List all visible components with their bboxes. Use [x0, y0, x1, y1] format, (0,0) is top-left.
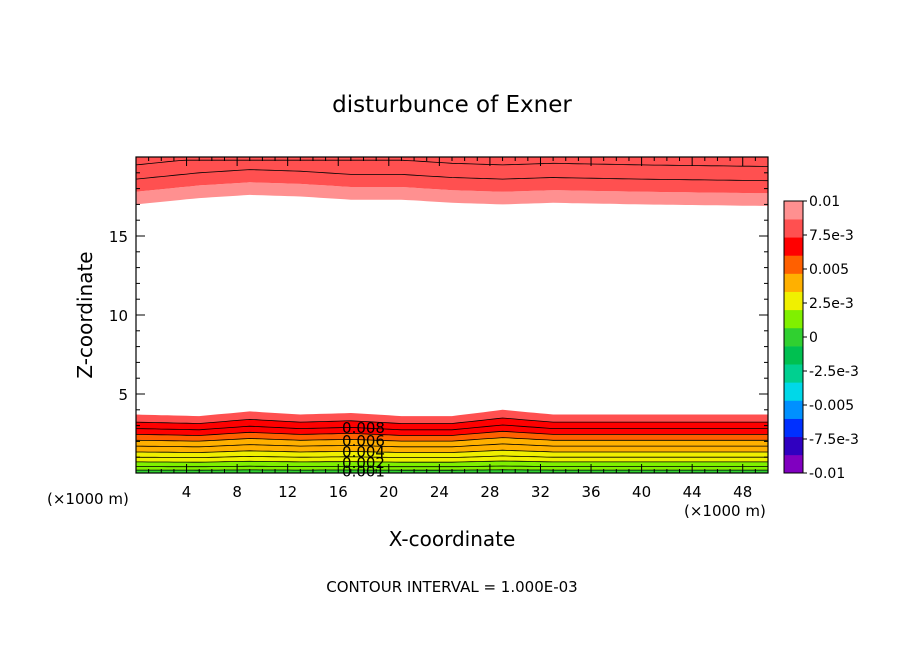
- color-scale-label: 0.01: [809, 194, 840, 210]
- color-scale-swatch: [784, 418, 803, 438]
- x-axis-label: X-coordinate: [389, 527, 516, 551]
- color-scale-label: -0.005: [809, 398, 854, 414]
- y-tick-label: 5: [118, 386, 128, 404]
- x-tick-labels: 4 8 12 16 20 24 28 32 36 40 44 48: [182, 483, 752, 501]
- bottom-contour-line: [135, 417, 768, 424]
- color-scale-label: -2.5e-3: [809, 364, 859, 380]
- x-unit-left: (×1000 m): [47, 490, 129, 508]
- x-tick-label: 12: [278, 483, 297, 501]
- chart-title: disturbunce of Exner: [332, 92, 572, 118]
- x-tick-label: 24: [430, 483, 449, 501]
- top-contour-band: [136, 169, 768, 194]
- color-scale-swatch: [784, 309, 803, 329]
- color-scale-swatch: [784, 201, 803, 220]
- color-scale-swatch: [784, 255, 803, 274]
- color-scale-swatch: [784, 364, 803, 383]
- contour-label: 0.006: [342, 432, 385, 450]
- color-scale-swatch: [784, 436, 803, 456]
- bottom-contour-band: [136, 431, 768, 442]
- color-scale-bar: [783, 200, 804, 474]
- bottom-contour-line: [136, 465, 768, 468]
- color-scale-label: -7.5e-3: [809, 432, 859, 448]
- y-tick-label: 15: [109, 228, 128, 246]
- bottom-contour-band: [136, 461, 768, 467]
- x-tick-label: 44: [683, 483, 702, 501]
- contour-interval-note: CONTOUR INTERVAL = 1.000E-03: [326, 578, 577, 596]
- color-scale-label: 7.5e-3: [809, 228, 854, 244]
- bottom-contour-line: [135, 455, 768, 459]
- bottom-contour-band: [136, 425, 768, 436]
- color-scale-swatch: [784, 346, 803, 365]
- bottom-contour-band: [136, 437, 768, 447]
- top-contour-line: [135, 169, 769, 182]
- x-tick-label: 32: [531, 483, 550, 501]
- color-scale-swatch: [784, 273, 803, 292]
- color-scale-swatch: [784, 454, 803, 474]
- bottom-contour-line: [135, 437, 768, 442]
- color-scale-swatch: [784, 400, 803, 419]
- x-tick-label: 40: [632, 483, 651, 501]
- color-scale-label: 0: [809, 330, 818, 346]
- bottom-contour-line: [135, 424, 768, 431]
- y-tick-labels: 5 10 15: [109, 228, 128, 404]
- top-contour-band: [136, 182, 768, 206]
- color-scale-label: 0.005: [809, 262, 849, 278]
- color-scale-swatch: [784, 382, 803, 401]
- x-tick-label: 20: [379, 483, 398, 501]
- color-scale-label: -0.01: [809, 466, 845, 482]
- top-contour-band: [136, 157, 768, 181]
- bottom-contour-band: [136, 409, 768, 424]
- bottom-contour-line: [135, 430, 768, 436]
- bottom-contour-line: [136, 460, 768, 463]
- x-tick-label: 8: [232, 483, 242, 501]
- contour-fill-area: [136, 157, 768, 473]
- contour-label: 0.004: [342, 443, 385, 461]
- contour-lines: [135, 159, 769, 471]
- x-tick-label: 28: [480, 483, 499, 501]
- color-scale-swatch: [784, 291, 803, 311]
- axis-ticks: [136, 157, 768, 473]
- color-scale-swatch: [784, 219, 803, 238]
- y-tick-label: 10: [109, 307, 128, 325]
- top-contour-line: [135, 159, 769, 167]
- x-unit-right: (×1000 m): [684, 502, 766, 520]
- x-tick-label: 16: [329, 483, 348, 501]
- color-scale-swatch: [784, 327, 803, 347]
- contour-label: 0.008: [342, 419, 385, 437]
- color-scale-labels: 0.01 7.5e-3 0.005 2.5e-3 0 -2.5e-3 -0.005 -7.5e…: [803, 194, 859, 482]
- contour-label: 0.002: [342, 454, 385, 472]
- bottom-contour-band: [136, 466, 768, 471]
- color-scale-swatch: [784, 237, 803, 256]
- x-tick-label: 36: [581, 483, 600, 501]
- bottom-contour-line: [136, 449, 768, 453]
- x-tick-label: 48: [733, 483, 752, 501]
- x-tick-label: 4: [182, 483, 192, 501]
- y-axis-label: Z-coordinate: [73, 251, 97, 378]
- bottom-contour-line: [135, 443, 768, 448]
- color-scale-label: 2.5e-3: [809, 296, 854, 312]
